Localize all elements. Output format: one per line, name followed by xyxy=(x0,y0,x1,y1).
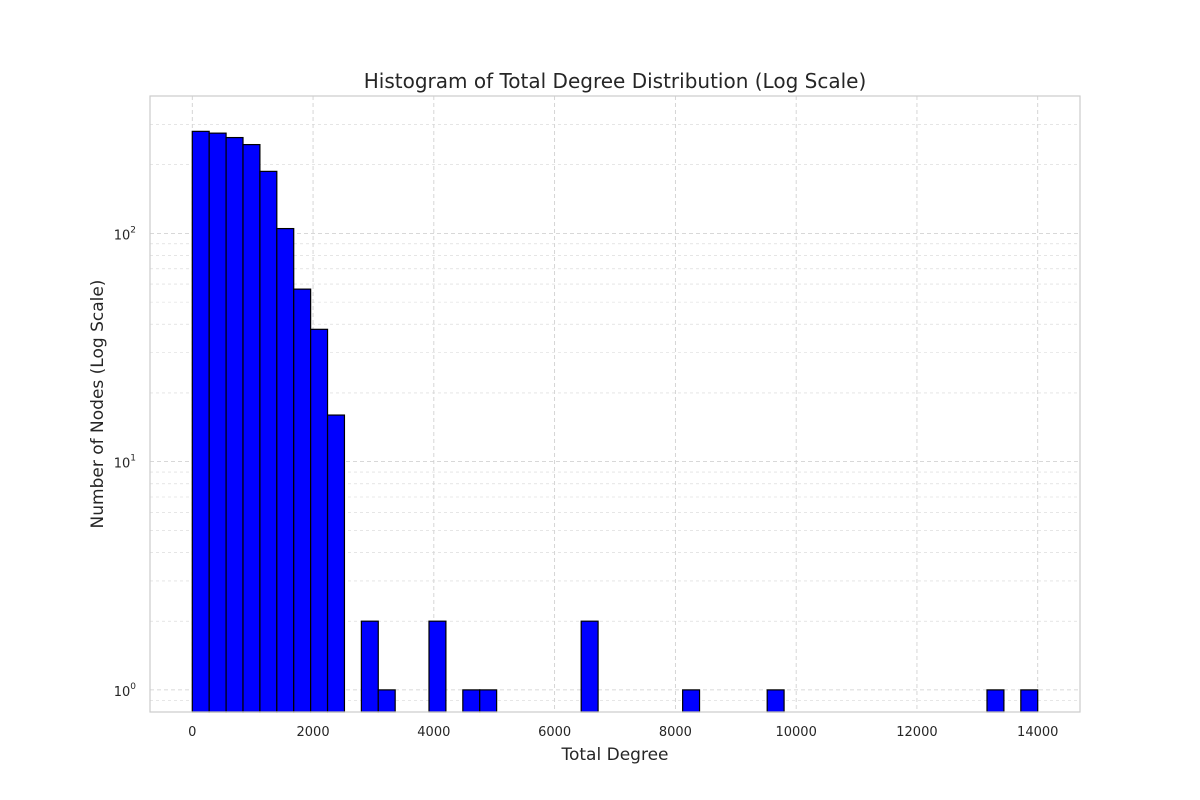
x-tick-label: 8000 xyxy=(659,725,692,740)
histogram-bar xyxy=(208,132,227,713)
y-tick-label: 100 xyxy=(114,682,137,700)
histogram-bar xyxy=(360,620,379,713)
x-tick-label: 4000 xyxy=(417,725,450,740)
y-tick-labels: 100 101 102 xyxy=(114,225,137,699)
x-tick-label: 12000 xyxy=(896,725,937,740)
y-axis-label: Number of Nodes (Log Scale) xyxy=(88,280,108,529)
y-tick-label: 102 xyxy=(114,225,136,243)
plot-frame xyxy=(149,95,1081,713)
histogram-bar xyxy=(377,689,396,713)
chart-title: Histogram of Total Degree Distribution (… xyxy=(364,69,867,93)
histogram-bar xyxy=(766,689,785,713)
x-tick-label: 2000 xyxy=(297,725,330,740)
histogram-bar xyxy=(293,288,312,713)
histogram-bar xyxy=(479,689,498,713)
histogram-bar xyxy=(1020,689,1039,713)
x-tick-label: 0 xyxy=(188,725,196,740)
histogram-bar xyxy=(259,170,278,713)
histogram-bar xyxy=(580,620,599,713)
x-tick-labels: 0 2000 4000 6000 8000 10000 12000 14000 xyxy=(188,725,1058,740)
histogram-bar xyxy=(326,414,346,713)
histogram-bar xyxy=(428,620,447,713)
x-axis-label: Total Degree xyxy=(561,745,669,765)
histogram-bar xyxy=(276,227,295,713)
histogram-bar xyxy=(242,143,261,713)
histogram-bar xyxy=(191,130,210,713)
histogram-bar xyxy=(986,689,1005,713)
histogram-bar xyxy=(462,689,481,713)
histogram-bar xyxy=(225,136,244,713)
histogram-bar xyxy=(682,689,701,713)
bars-layer xyxy=(191,130,1039,713)
x-tick-label: 14000 xyxy=(1017,725,1058,740)
x-tick-label: 6000 xyxy=(538,725,571,740)
y-tick-label: 101 xyxy=(114,454,136,472)
x-tick-label: 10000 xyxy=(775,725,816,740)
histogram-bar xyxy=(310,328,329,713)
